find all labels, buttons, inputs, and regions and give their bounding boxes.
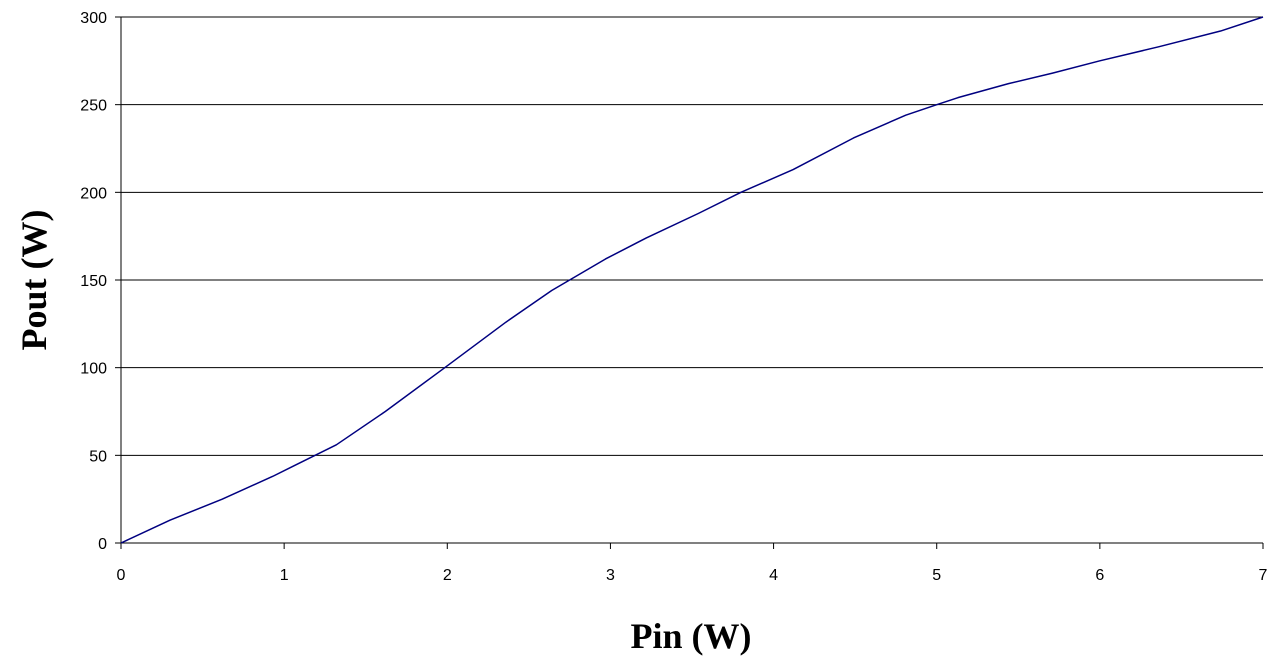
x-tick-label: 5 [932, 567, 941, 584]
x-tick-label: 1 [280, 567, 289, 584]
y-tick-label: 0 [98, 536, 107, 553]
x-tick-label: 2 [443, 567, 452, 584]
x-tick-labels: 0 1 2 3 4 5 6 7 [117, 567, 1268, 584]
x-tick-label: 3 [606, 567, 615, 584]
y-tick-labels: 0 50 100 150 200 250 300 [80, 10, 107, 553]
y-tick-label: 100 [80, 361, 107, 378]
y-tick-label: 50 [89, 448, 107, 465]
x-tick-label: 6 [1095, 567, 1104, 584]
y-tick-label: 200 [80, 185, 107, 202]
y-tick-label: 250 [80, 98, 107, 115]
grid-lines [121, 16, 1263, 456]
y-axis-title: Pout (W) [14, 210, 54, 351]
series-line [120, 16, 1264, 544]
x-tick-label: 4 [769, 567, 778, 584]
x-tick-label: 7 [1259, 567, 1268, 584]
x-tick-label: 0 [117, 567, 126, 584]
axes [115, 16, 1264, 549]
x-axis-title: Pin (W) [631, 616, 752, 656]
y-tick-label: 300 [80, 10, 107, 27]
series-layer [120, 16, 1264, 544]
y-tick-label: 150 [80, 273, 107, 290]
